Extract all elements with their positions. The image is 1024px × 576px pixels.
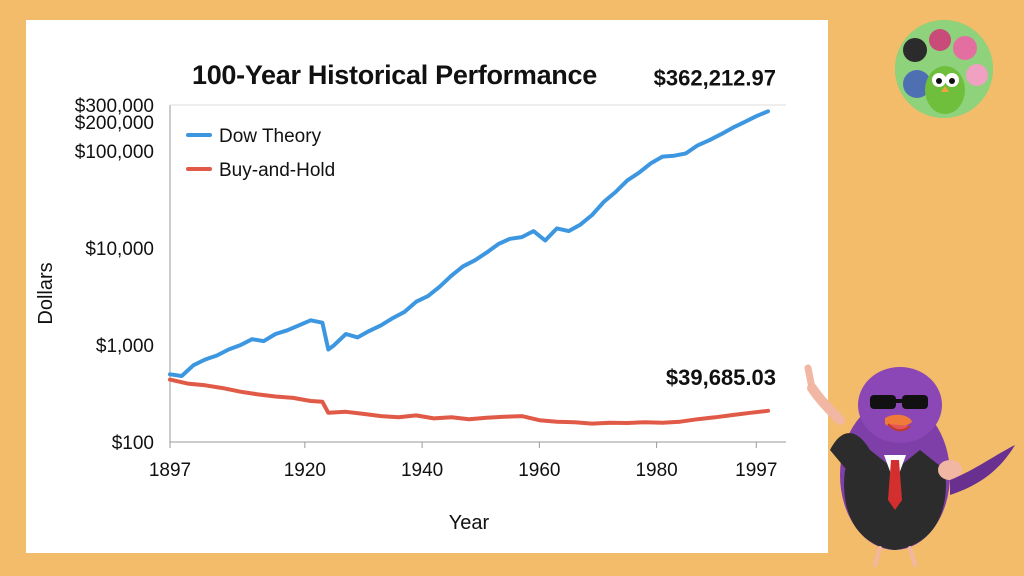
y-tick-label: $300,000 [75,96,154,117]
x-tick-label: 1980 [635,460,677,481]
x-axis-label: Year [449,512,490,534]
y-axis-label: Dollars [35,262,57,324]
x-tick-label: 1997 [735,460,777,481]
series-lines [168,109,770,426]
y-tick-label: $100 [112,433,154,454]
chart-card: 100-Year Historical Performance $100 $1,0… [26,20,828,553]
y-tick-label: $1,000 [96,336,154,357]
legend-entry: Buy-and-Hold [219,160,335,181]
channel-avatar-icon [895,20,993,118]
line-chart: $100 $1,000 $10,000 $100,000 $200,000$300,00… [35,65,786,534]
series-line-dow-theory [168,109,770,378]
axes: $100 $1,000 $10,000 $100,000 $200,000$300,00… [35,96,786,534]
data-labels: $362,212.97 $39,685.03 [654,65,776,389]
x-tick-label: 1960 [518,460,560,481]
y-tick-label: $100,000 [75,142,154,163]
end-value-label: $362,212.97 [654,65,776,90]
end-value-label: $39,685.03 [666,365,776,390]
y-tick-label: $10,000 [85,239,154,260]
x-tick-label: 1897 [149,460,191,481]
legend: Dow Theory Buy-and-Hold [186,126,335,181]
legend-entry: Dow Theory [219,126,322,147]
x-tick-label: 1920 [284,460,326,481]
x-tick-label: 1940 [401,460,443,481]
series-line-buy-and-hold [168,377,770,426]
y-tick-label: $200,000 [75,113,154,134]
chart-title: 100-Year Historical Performance [192,60,597,90]
purple-bird-mascot-icon [800,360,1024,575]
